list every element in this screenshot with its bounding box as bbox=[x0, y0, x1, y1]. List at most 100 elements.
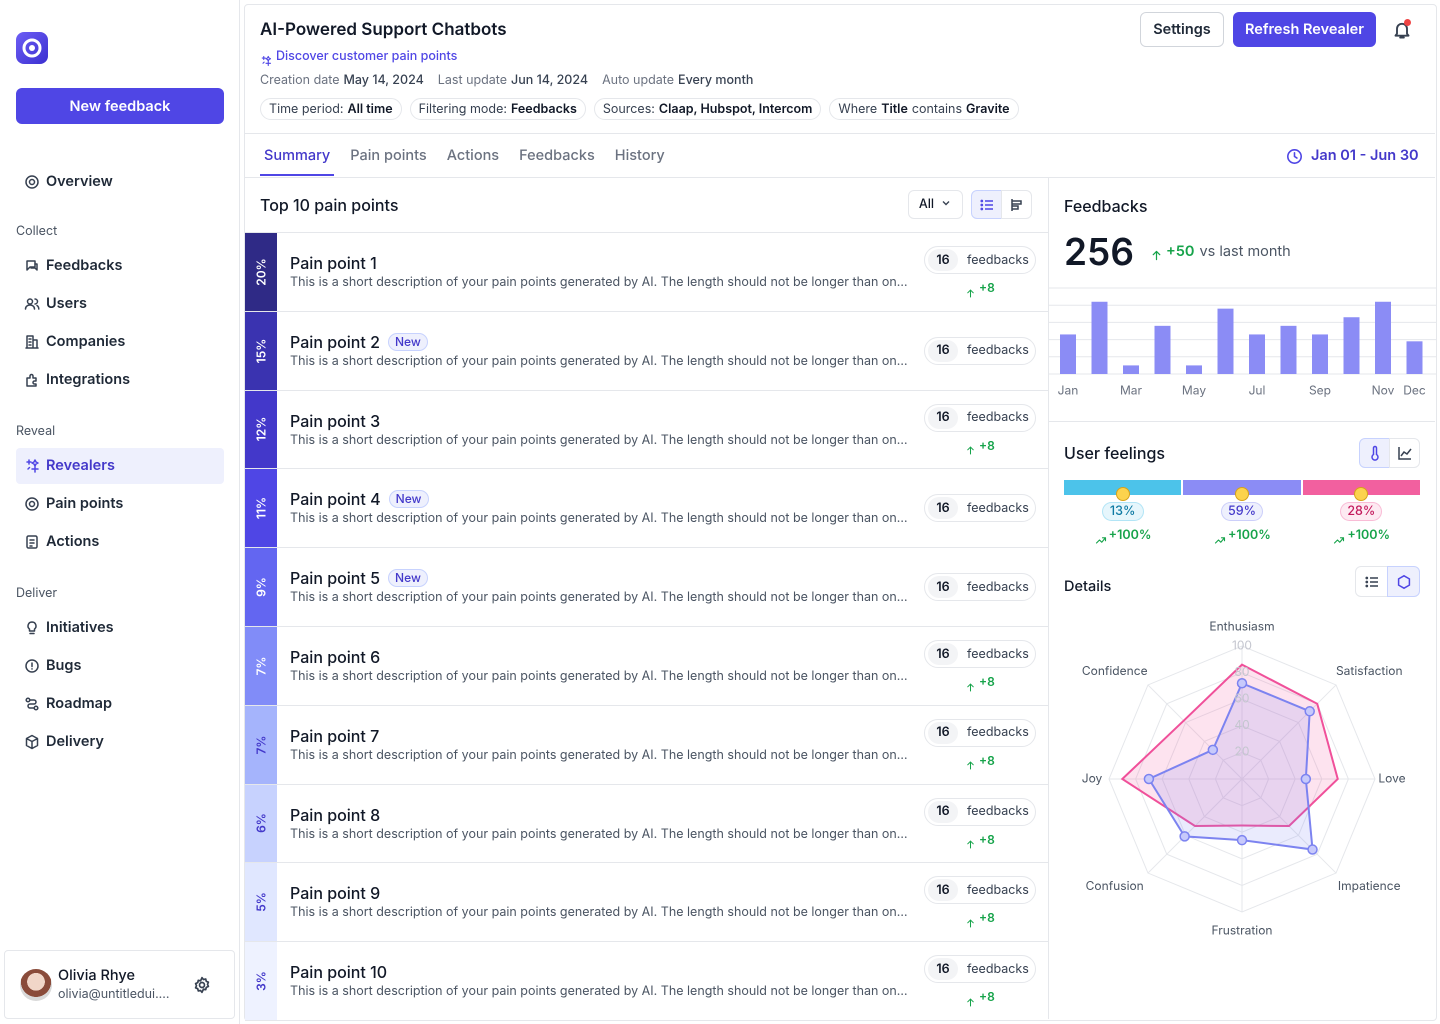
pain-point-name: Pain point 5 bbox=[290, 568, 381, 589]
settings-icon[interactable] bbox=[193, 976, 211, 994]
pain-point-description: This is a short description of your pain… bbox=[290, 432, 908, 448]
nav-item[interactable]: Overview bbox=[46, 173, 113, 190]
page-title: AI-Powered Support Chatbots bbox=[260, 20, 507, 40]
page-subtitle[interactable]: Discover customer pain points bbox=[276, 49, 458, 64]
user-card bbox=[4, 950, 235, 1019]
nav-item[interactable]: Roadmap bbox=[46, 695, 113, 712]
name-row: Pain point 7 bbox=[290, 726, 379, 746]
date-range[interactable]: Jan 01 - Jun 30 bbox=[1311, 147, 1419, 164]
chevron bbox=[940, 197, 952, 213]
new-feedback-button[interactable]: New feedback bbox=[16, 88, 224, 124]
row[interactable] bbox=[245, 548, 1048, 627]
filter-pill: Sources: Claap, Hubspot, Intercom bbox=[593, 98, 822, 120]
list-toggle[interactable] bbox=[1355, 566, 1388, 597]
logo-mark bbox=[22, 38, 42, 58]
tab[interactable]: Pain points bbox=[350, 147, 427, 164]
count-unit: feedbacks bbox=[967, 882, 1029, 898]
row[interactable] bbox=[245, 863, 1048, 943]
count-pill: 16 feedbacks bbox=[924, 494, 1036, 523]
feeling-change: +100% bbox=[1108, 528, 1152, 543]
nav-item[interactable]: Users bbox=[46, 295, 87, 312]
thermo-toggle[interactable] bbox=[1359, 438, 1390, 468]
trend-toggle[interactable] bbox=[1389, 438, 1420, 468]
meta-value: May 14, 2024 bbox=[343, 73, 424, 88]
name-row: Pain point 1 bbox=[290, 253, 377, 273]
nav-icon bbox=[24, 258, 40, 274]
meta-value: Jun 14, 2024 bbox=[511, 73, 589, 88]
tab[interactable]: Summary bbox=[260, 144, 335, 176]
avatar bbox=[20, 969, 52, 1001]
nav-item[interactable]: Bugs bbox=[46, 657, 82, 674]
delta: +8 bbox=[979, 910, 995, 926]
trend-arrow bbox=[1095, 530, 1107, 544]
count-pill: 16 feedbacks bbox=[924, 640, 1036, 668]
nav-icon bbox=[24, 174, 40, 190]
count: 16 bbox=[928, 249, 958, 271]
nav-item[interactable]: Initiatives bbox=[46, 619, 114, 636]
filter-text: Feedbacks bbox=[510, 101, 577, 117]
row[interactable] bbox=[245, 469, 1048, 549]
share-label: 3% bbox=[253, 971, 269, 991]
count-unit: feedbacks bbox=[967, 961, 1029, 977]
divider bbox=[245, 133, 1435, 134]
count-unit: feedbacks bbox=[967, 252, 1029, 268]
nav-item[interactable]: Feedbacks bbox=[46, 257, 123, 274]
tab[interactable]: History bbox=[614, 147, 665, 164]
nav-item[interactable]: Integrations bbox=[46, 371, 131, 388]
count: 16 bbox=[928, 879, 958, 902]
nav-item[interactable]: Actions bbox=[46, 533, 100, 550]
share-label: 9% bbox=[253, 577, 269, 597]
tab[interactable]: Feedbacks bbox=[519, 147, 595, 164]
nav-active-bg bbox=[16, 448, 224, 484]
up-arrow bbox=[965, 755, 976, 770]
tab[interactable]: Actions bbox=[446, 147, 500, 164]
count-pill: 16 feedbacks bbox=[924, 797, 1036, 826]
row[interactable] bbox=[245, 706, 1048, 785]
feeling-share: 28% bbox=[1340, 502, 1383, 521]
nav-icon bbox=[24, 372, 40, 388]
total: 256 bbox=[1064, 229, 1134, 274]
count: 16 bbox=[928, 339, 958, 362]
row[interactable] bbox=[245, 785, 1048, 864]
pain-point-description: This is a short description of your pain… bbox=[290, 905, 908, 921]
share-label: 6% bbox=[253, 813, 269, 834]
row[interactable] bbox=[245, 942, 1048, 1021]
pain-point-description: This is a short description of your pain… bbox=[290, 669, 908, 684]
change-value: +50 bbox=[1166, 243, 1195, 260]
share-label: 20% bbox=[253, 258, 269, 286]
filters-row: Time period: All time Filtering mode: Feedb… bbox=[260, 98, 1019, 120]
emoji bbox=[1354, 487, 1369, 501]
sidebar bbox=[0, 0, 240, 1024]
filter-dropdown[interactable]: All bbox=[908, 190, 963, 219]
filter-text: Claap, Hubspot, Intercom bbox=[658, 101, 813, 117]
nav-item[interactable]: Revealers bbox=[46, 457, 115, 474]
radar-toggle[interactable] bbox=[1387, 566, 1420, 597]
nav-item[interactable]: Delivery bbox=[46, 733, 104, 750]
pain-point-description: This is a short description of your pain… bbox=[290, 826, 908, 842]
panel-title: Details bbox=[1064, 578, 1112, 595]
pain-point-name: Pain point 6 bbox=[290, 647, 381, 667]
nav-group-title: Reveal bbox=[16, 424, 56, 439]
emoji bbox=[1115, 487, 1130, 501]
meta-item: Creation date May 14, 2024 bbox=[260, 71, 424, 91]
row[interactable] bbox=[245, 391, 1048, 470]
count-pill: 16 feedbacks bbox=[924, 955, 1036, 984]
filter-text: Filtering mode: bbox=[418, 101, 507, 117]
row[interactable] bbox=[245, 312, 1048, 391]
bar-view-toggle[interactable] bbox=[1001, 190, 1032, 219]
nav-item[interactable]: Pain points bbox=[46, 495, 124, 512]
settings-button[interactable]: Settings bbox=[1140, 12, 1224, 47]
share-stripe: 7% bbox=[245, 627, 277, 705]
pain-point-name: Pain point 8 bbox=[290, 804, 381, 825]
row[interactable] bbox=[245, 627, 1048, 706]
row[interactable] bbox=[245, 233, 1048, 312]
count-pill: 16 feedbacks bbox=[924, 718, 1036, 747]
share-stripe: 20% bbox=[245, 233, 277, 311]
pain-point-name: Pain point 1 bbox=[290, 253, 377, 273]
refresh-button[interactable]: Refresh Revealer bbox=[1233, 12, 1376, 47]
nav-item[interactable]: Companies bbox=[46, 333, 126, 350]
nav-icon bbox=[24, 658, 40, 674]
list-view-toggle[interactable] bbox=[971, 190, 1002, 219]
share-stripe: 15% bbox=[245, 311, 277, 390]
nav-icon bbox=[24, 296, 40, 312]
